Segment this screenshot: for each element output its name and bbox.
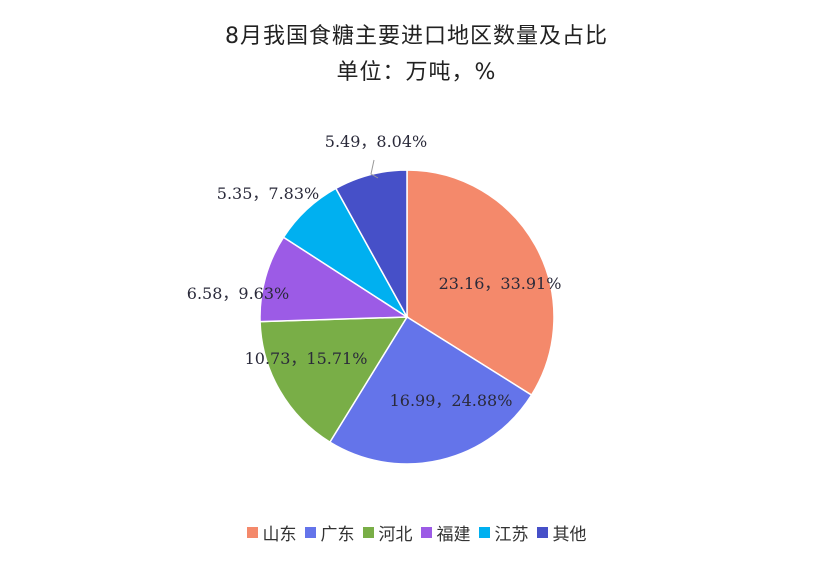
chart-subtitle: 单位：万吨，%: [336, 60, 497, 85]
legend-item-5: 其他: [536, 520, 587, 545]
legend-swatch: [536, 527, 548, 538]
legend-item-4: 江苏: [478, 520, 529, 545]
legend-swatch: [478, 527, 490, 538]
legend-item-2: 河北: [362, 520, 413, 545]
pie-slice-3: [259, 236, 410, 323]
legend-label: 河北: [378, 525, 413, 545]
data-label-1: 16.99，24.88%: [390, 391, 513, 410]
chart-title: 8月我国食糖主要进口地区数量及占比: [225, 24, 608, 49]
data-label-5: 5.49，8.04%: [325, 132, 427, 151]
pie-slice-1: [328, 315, 533, 465]
data-label-2: 10.73，15.71%: [245, 349, 368, 368]
pie-slice-5: [334, 169, 408, 318]
data-label-3: 6.58，9.63%: [187, 284, 289, 303]
legend-label: 山东: [262, 525, 297, 545]
legend-swatch: [304, 527, 316, 538]
data-label-0: 23.16，33.91%: [439, 274, 562, 293]
legend-item-3: 福建: [420, 520, 471, 545]
legend-swatch: [246, 527, 258, 538]
pie-slice-2: [259, 316, 409, 444]
legend-label: 广东: [320, 525, 355, 545]
legend-item-1: 广东: [304, 520, 355, 545]
legend-swatch: [420, 527, 432, 538]
pie-slice-0: [406, 169, 555, 397]
legend-label: 福建: [436, 525, 471, 545]
leader-line: [370, 159, 379, 179]
legend-label: 江苏: [494, 525, 529, 545]
legend-item-0: 山东: [246, 520, 297, 545]
legend-label: 其他: [552, 525, 587, 545]
chart-legend: 山东 广东 河北 福建 江苏 其他: [0, 520, 833, 545]
legend-swatch: [362, 527, 374, 538]
data-label-4: 5.35，7.83%: [217, 184, 319, 203]
